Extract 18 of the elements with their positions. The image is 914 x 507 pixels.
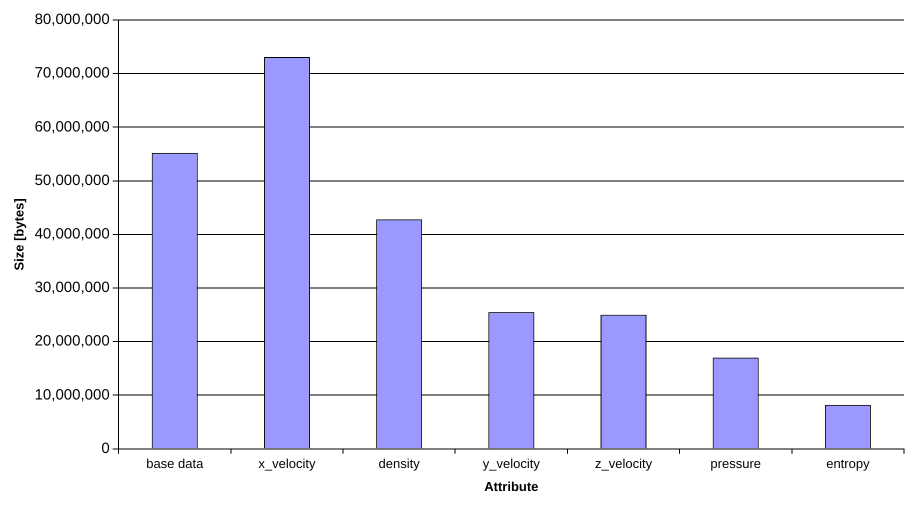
y-tick-label: 80,000,000 xyxy=(34,11,110,28)
y-axis-title: Size [bytes] xyxy=(11,198,26,271)
y-tick-label: 40,000,000 xyxy=(34,226,110,243)
y-tick-label: 0 xyxy=(101,440,110,457)
y-tick-label: 50,000,000 xyxy=(34,172,110,189)
y-tick-label: 20,000,000 xyxy=(34,332,110,350)
y-tick-label: 70,000,000 xyxy=(34,64,110,82)
y-tick-label: 10,000,000 xyxy=(34,386,110,404)
x-axis-title: Attribute xyxy=(484,478,538,494)
y-tick-label: 30,000,000 xyxy=(34,279,110,296)
x-tick-label: entropy xyxy=(826,456,870,472)
x-tick-label: y_velocity xyxy=(482,456,540,472)
y-tick-label: 60,000,000 xyxy=(34,118,110,136)
x-tick-label: density xyxy=(378,456,420,472)
x-tick-label: x_velocity xyxy=(258,456,316,472)
x-tick-label: base data xyxy=(146,456,204,472)
x-tick-label: z_velocity xyxy=(594,456,653,472)
x-tick-label: pressure xyxy=(710,456,762,472)
